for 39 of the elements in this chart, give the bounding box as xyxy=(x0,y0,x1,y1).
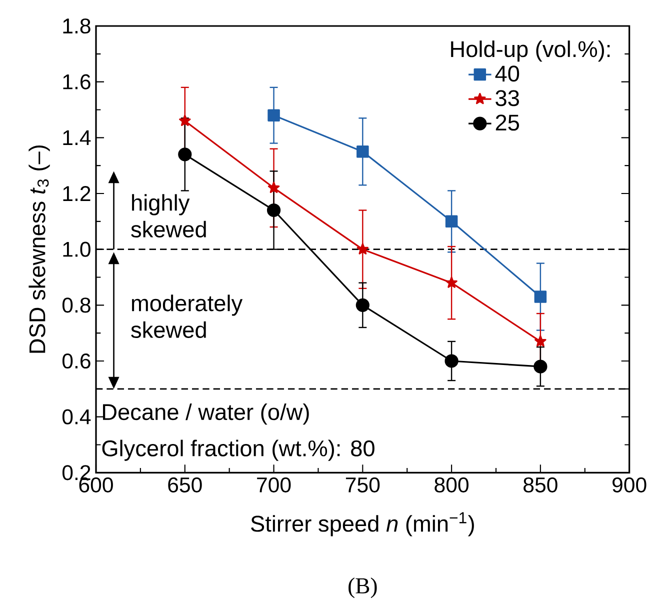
point xyxy=(356,243,369,254)
point xyxy=(445,215,458,228)
annotation: moderately skewed xyxy=(131,294,243,338)
y-tick-label: 0.4 xyxy=(62,409,91,424)
y-tick-label: 1.2 xyxy=(63,186,90,201)
legend-label: 25 xyxy=(496,114,520,131)
x-tick-label: 650 xyxy=(168,477,202,492)
annotation: Glycerol fraction (wt.%): 80 xyxy=(102,440,374,461)
point xyxy=(356,145,369,158)
y-tick-label: 0.8 xyxy=(62,298,90,313)
y-tick-label: 1.0 xyxy=(63,242,90,257)
point xyxy=(534,290,547,303)
point xyxy=(266,203,281,218)
y-tick-label: 1.4 xyxy=(63,130,91,145)
annotation: highly skewed xyxy=(131,194,206,238)
legend-label: 40 xyxy=(495,66,520,82)
annotation: Decane / water (o/w) xyxy=(103,403,309,425)
point xyxy=(446,276,458,288)
point xyxy=(268,109,280,122)
point xyxy=(534,335,546,347)
point xyxy=(444,354,458,368)
point xyxy=(179,114,191,126)
legend-label: 33 xyxy=(496,90,519,106)
x-tick-label: 750 xyxy=(346,477,380,492)
legend-title: Hold-up (vol.%): xyxy=(451,40,610,62)
x-axis-title: Stirrer speed n (min$^{−1}$) xyxy=(251,512,474,536)
x-tick-label: 900 xyxy=(612,477,646,492)
y-tick-label: 1.8 xyxy=(63,18,90,34)
text: (B) xyxy=(348,578,377,598)
point xyxy=(268,182,280,194)
y-tick-label: 1.6 xyxy=(63,74,90,90)
x-tick-label: 850 xyxy=(524,477,558,492)
point xyxy=(178,148,192,162)
point xyxy=(356,298,370,312)
point xyxy=(534,360,548,374)
x-tick-label: 800 xyxy=(434,477,468,492)
y-tick-label: 0.6 xyxy=(62,353,90,369)
x-tick-label: 700 xyxy=(257,477,291,492)
y-axis-title: DSD skewness t$_{3}$ (–) xyxy=(28,145,50,353)
